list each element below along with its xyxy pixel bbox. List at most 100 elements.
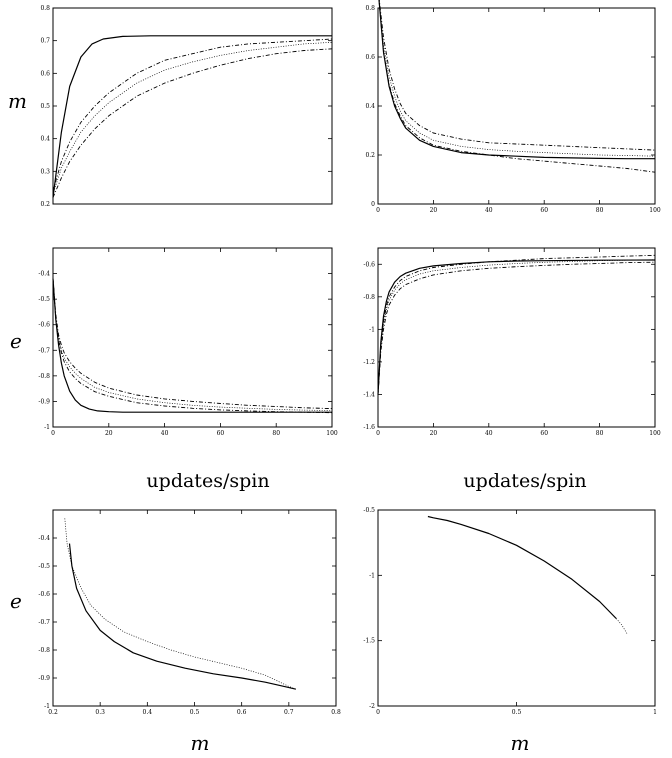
x-tick-label: 0.3 [95,709,105,716]
panel-energy-vs-magnetization-high-temp: -2 -1.5 -1 -0.5 0 0.5 1 [363,507,656,716]
x-tick-label: 0 [376,430,380,437]
y-tick-label: -0.8 [38,373,50,380]
y-tick-label: -1.5 [363,638,375,645]
x-tick-label: 40 [161,430,169,437]
x-tick-label: 100 [649,430,661,437]
series-line-solid [378,0,655,160]
y-tick-label: 0.3 [40,168,50,175]
y-tick-label: -0.6 [38,322,50,329]
plot-frame [52,247,333,428]
x-tick-label: 0.2 [48,709,58,716]
x-tick-label: 80 [596,430,604,437]
x-axis-label-left-row3: m [191,731,210,755]
x-tick-label: 80 [596,207,604,214]
y-axis-label-row2: e [10,329,22,353]
series-line-solid [377,259,656,395]
series-line-solid [68,543,297,690]
series-line-solid [52,278,332,413]
y-tick-label: 0.7 [40,38,50,45]
x-axis-label-left-row2: updates/spin [146,470,269,492]
x-tick-label: 0 [51,430,55,437]
y-tick-label: -0.8 [38,647,50,654]
x-tick-label: 0 [376,709,380,716]
x-axis-label-right-row2: updates/spin [463,470,586,492]
y-axis-label-row1: m [8,89,27,113]
y-axis-label-row3: e [10,589,22,613]
x-tick-label: 60 [540,207,548,214]
panel-energy-low-temp: -1 -0.9 -0.8 -0.7 -0.6 -0.5 -0.4 0 20 40 60 80 100 [38,247,338,437]
x-tick-label: 100 [326,430,338,437]
x-tick-label: 40 [485,430,493,437]
y-tick-label: -1.2 [363,359,375,366]
series-line-dotted [378,0,656,157]
x-tick-label: 80 [272,430,280,437]
series-line-dashed [378,0,656,151]
x-tick-label: 60 [540,430,548,437]
panel-energy-vs-magnetization-low-temp: -1 -0.9 -0.8 -0.7 -0.6 -0.5 -0.4 0.2 0.3 0.4 0.5 0.… [38,509,341,716]
y-tick-label: 0.8 [365,5,375,12]
y-tick-label: 0.8 [40,5,50,12]
series-line-solid [427,515,617,619]
x-tick-label: 1 [653,709,657,716]
x-tick-label: 20 [430,430,438,437]
y-tick-label: -2 [369,703,375,710]
series-line-dashed [52,48,333,198]
y-tick-label: -0.7 [38,619,50,626]
series-line-dotted [377,259,656,395]
y-tick-label: 0.6 [40,70,50,77]
series-line-dotted [52,278,333,411]
y-tick-label: -0.6 [38,591,50,598]
y-tick-label: -1 [44,703,50,710]
y-tick-label: -0.6 [363,261,375,268]
plot-frame [52,7,333,205]
series-line-dashed [52,278,333,414]
series-line-solid [52,35,332,198]
y-tick-label: -1 [44,424,50,431]
plot-frame [377,7,656,205]
y-tick-label: -0.7 [38,347,50,354]
panel-magnetization-high-temp: 0 0.2 0.4 0.6 0.8 0 20 40 60 80 100 [365,0,661,214]
x-tick-label: 100 [649,207,661,214]
series-line-dashed [52,38,333,192]
x-tick-label: 0 [376,207,380,214]
y-tick-label: -0.9 [38,398,50,405]
y-tick-label: 0 [371,201,375,208]
x-tick-label: 20 [105,430,113,437]
x-tick-label: 0.4 [143,709,153,716]
y-tick-label: -1.6 [363,424,375,431]
x-tick-label: 0.7 [284,709,294,716]
y-tick-label: 0.6 [365,54,375,61]
y-tick-label: -0.4 [38,271,50,278]
series-line-dashed [52,278,333,410]
panel-magnetization-low-temp: 0.2 0.3 0.4 0.5 0.6 0.7 0.8 [40,5,333,208]
series-line-dotted [52,41,333,195]
panel-energy-high-temp: -1.6 -1.4 -1.2 -1 -0.8 -0.6 0 20 40 60 80 100 [363,247,661,437]
x-tick-label: 60 [217,430,225,437]
y-tick-label: 0.5 [40,103,50,110]
y-tick-label: -0.5 [38,296,50,303]
y-tick-label: -0.5 [38,563,50,570]
series-line-dashed [377,254,656,395]
series-line-dashed [377,261,656,395]
x-tick-label: 40 [485,207,493,214]
y-tick-label: -0.5 [363,507,375,514]
y-tick-label: 0.4 [365,103,375,110]
x-tick-label: 0.8 [331,709,341,716]
y-tick-label: 0.2 [365,152,375,159]
x-tick-label: 0.6 [237,709,247,716]
x-tick-label: 0.5 [190,709,200,716]
y-tick-label: -1.4 [363,391,375,398]
plot-frame [377,509,656,707]
x-tick-label: 0.5 [512,709,522,716]
series-line-dotted [615,618,628,635]
series-line-dashed [378,0,656,173]
y-tick-label: -0.9 [38,675,50,682]
plot-frame [52,509,337,707]
y-tick-label: 0.2 [40,201,50,208]
series-line-dotted [64,518,297,690]
x-axis-label-right-row3: m [511,731,530,755]
y-tick-label: -0.4 [38,535,50,542]
plot-frame [377,247,656,428]
y-tick-label: -1 [369,326,375,333]
